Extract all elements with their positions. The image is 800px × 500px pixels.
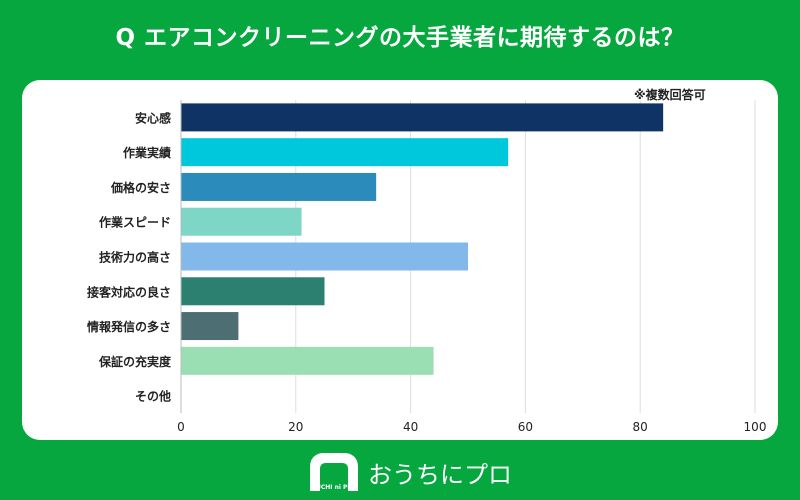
bar <box>181 277 325 306</box>
category-label: その他 <box>135 389 171 404</box>
x-tick-label: 20 <box>288 420 303 434</box>
bar-chart: 0 20 40 60 80 100 安心感作業実績価格の安さ作業スピード技術力の高さ接客対応… <box>87 100 767 434</box>
x-tick-label: 100 <box>744 420 767 434</box>
chart-card: ※複数回答可 0 20 40 60 80 100 安心感作業実績価格の安さ作業スピード 技術力… <box>22 80 778 440</box>
category-label: 価格の安さ <box>110 180 171 195</box>
bar <box>181 207 302 236</box>
x-tick-label: 60 <box>518 420 533 434</box>
chart-title: Q エアコンクリーニングの大手業者に期待するのは？ <box>115 25 685 51</box>
category-label: 作業実績 <box>123 145 171 160</box>
brand-logo: OUCHI ni PRO おうちにプロ <box>306 447 512 495</box>
logo-mark-text: OUCHI ni PRO <box>311 484 357 491</box>
bar <box>181 346 434 375</box>
category-label: 技術力の高さ <box>99 250 171 265</box>
category-label: 作業スピード <box>99 215 171 230</box>
category-label: 安心感 <box>135 110 171 125</box>
bar <box>181 312 239 341</box>
bar <box>181 103 664 132</box>
x-tick-label: 80 <box>633 420 648 434</box>
x-tick-label: 0 <box>177 420 185 434</box>
bar <box>181 172 377 201</box>
category-label: 情報発信の多さ <box>87 319 171 334</box>
category-label: 保証の充実度 <box>98 354 172 369</box>
multiple-answer-note: ※複数回答可 <box>634 88 706 102</box>
logo-text: おうちにプロ <box>368 461 512 489</box>
x-tick-label: 40 <box>403 420 418 434</box>
house-logo-icon: OUCHI ni PRO <box>310 453 358 491</box>
bar <box>181 242 468 271</box>
bar <box>181 138 509 167</box>
category-label: 接客対応の良さ <box>87 284 171 299</box>
